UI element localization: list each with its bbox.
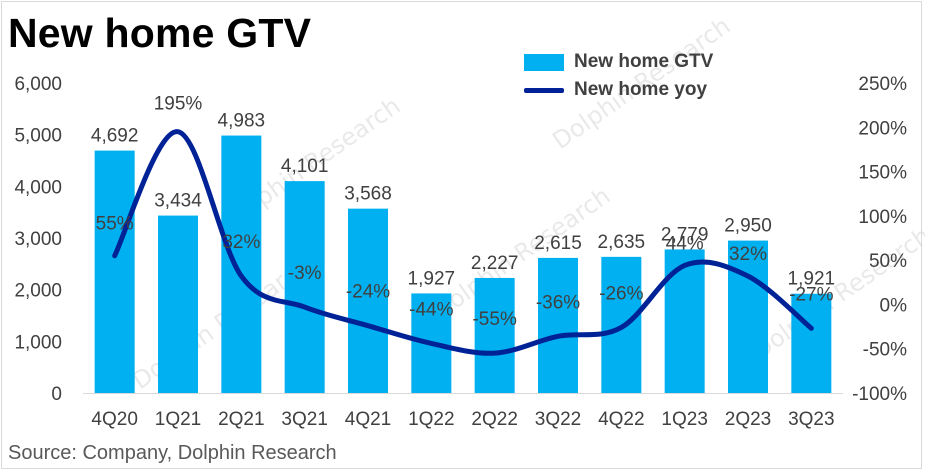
x-tick-label: 2Q22 (471, 409, 517, 430)
y-left-tick-label: 3,000 (14, 229, 62, 250)
bar-value-label: 3,568 (344, 184, 392, 205)
line-value-label: -3% (288, 263, 322, 284)
bar-value-label: 2,950 (724, 216, 772, 237)
bar-value-label: 3,434 (154, 191, 202, 212)
bar-value-label: 1,927 (408, 268, 456, 289)
legend-swatch-line (524, 87, 564, 93)
chart-legend: New home GTV New home yoy (524, 48, 713, 104)
bar (538, 257, 578, 393)
bar (348, 208, 388, 393)
y-left-tick-label: 2,000 (14, 281, 62, 302)
line-value-label: 32% (222, 232, 260, 253)
bar-value-label: 1,921 (788, 269, 836, 290)
line-value-label: 55% (96, 214, 134, 235)
bar (221, 135, 262, 394)
y-right-tick-label: 50% (869, 251, 907, 272)
legend-swatch-bar (524, 53, 564, 71)
line-value-label: -24% (346, 282, 390, 303)
bar-value-label: 4,101 (281, 156, 329, 177)
bar-value-label: 2,635 (598, 232, 646, 253)
bar (664, 249, 705, 393)
source-note: Source: Company, Dolphin Research (8, 442, 337, 464)
y-axis-left: 0 1,000 2,000 3,000 4,000 5,000 6,000 (14, 74, 62, 405)
line-value-label: -55% (472, 309, 516, 330)
x-tick-label: 3Q23 (788, 409, 834, 430)
x-tick-label: 4Q21 (345, 409, 391, 430)
y-left-tick-label: 4,000 (14, 177, 62, 198)
y-left-tick-label: 0 (51, 384, 62, 405)
x-tick-label: 1Q23 (661, 409, 707, 430)
bar-value-label: 2,227 (471, 253, 519, 274)
x-tick-label: 2Q23 (725, 409, 771, 430)
bar-value-label: 4,983 (218, 111, 266, 132)
line-series (112, 129, 814, 356)
bar (728, 240, 768, 393)
y-right-tick-label: 200% (858, 118, 907, 139)
legend-label-yoy: New home yoy (574, 79, 708, 100)
x-tick-label: 1Q22 (408, 409, 454, 430)
y-right-tick-label: 0% (880, 295, 908, 316)
y-right-tick-label: 100% (858, 207, 907, 228)
x-tick-label: 3Q21 (281, 409, 327, 430)
y-right-tick-label: 150% (858, 163, 907, 184)
legend-label-gtv: New home GTV (574, 51, 714, 72)
bar (474, 277, 515, 393)
line-value-label: 32% (729, 244, 767, 265)
bar (94, 150, 135, 393)
bar-value-label: 4,692 (91, 126, 139, 147)
chart-title: New home GTV (8, 10, 312, 56)
y-left-tick-label: 1,000 (14, 332, 62, 353)
legend-item-yoy: New home yoy (524, 76, 713, 104)
line-value-label: 44% (666, 233, 704, 254)
x-tick-label: 3Q22 (535, 409, 581, 430)
line-value-label: -36% (536, 292, 580, 313)
y-axis-right: -100% -50% 0% 50% 100% 150% 200% 250% (852, 74, 907, 405)
y-right-tick-label: 250% (858, 74, 907, 95)
x-tick-label: 4Q20 (91, 409, 137, 430)
x-tick-label: 4Q22 (598, 409, 644, 430)
line-value-label: -26% (599, 283, 643, 304)
y-right-tick-label: -100% (852, 384, 907, 405)
x-tick-label: 2Q21 (218, 409, 264, 430)
bar (791, 293, 832, 393)
bar-value-label: 2,615 (534, 233, 582, 254)
y-right-tick-label: -50% (863, 340, 907, 361)
bar-data-labels: 4,692 3,434 4,983 4,101 3,568 1,927 2,227 2,615… (91, 111, 835, 290)
watermark-text: Dolphin Research (427, 182, 615, 325)
x-axis: 4Q20 1Q21 2Q21 3Q21 4Q21 1Q22 2Q22 3Q22 4Q22 1Q23… (83, 393, 843, 430)
line-value-label: -27% (789, 284, 833, 305)
line-data-labels: 55% 195% 32% -3% -24% -44% -55% -36% -26% 44% 32% -… (96, 94, 834, 330)
bar (158, 215, 198, 393)
bar-value-label: 2,779 (661, 224, 709, 245)
bar-series (94, 135, 832, 394)
y-left-tick-label: 5,000 (14, 126, 62, 147)
x-tick-label: 1Q21 (155, 409, 201, 430)
legend-item-gtv: New home GTV (524, 48, 713, 76)
line-value-label: -44% (409, 299, 453, 320)
yoy-line (112, 129, 814, 356)
bar (284, 181, 325, 393)
y-left-tick-label: 6,000 (14, 74, 62, 95)
line-value-label: 195% (154, 94, 203, 115)
